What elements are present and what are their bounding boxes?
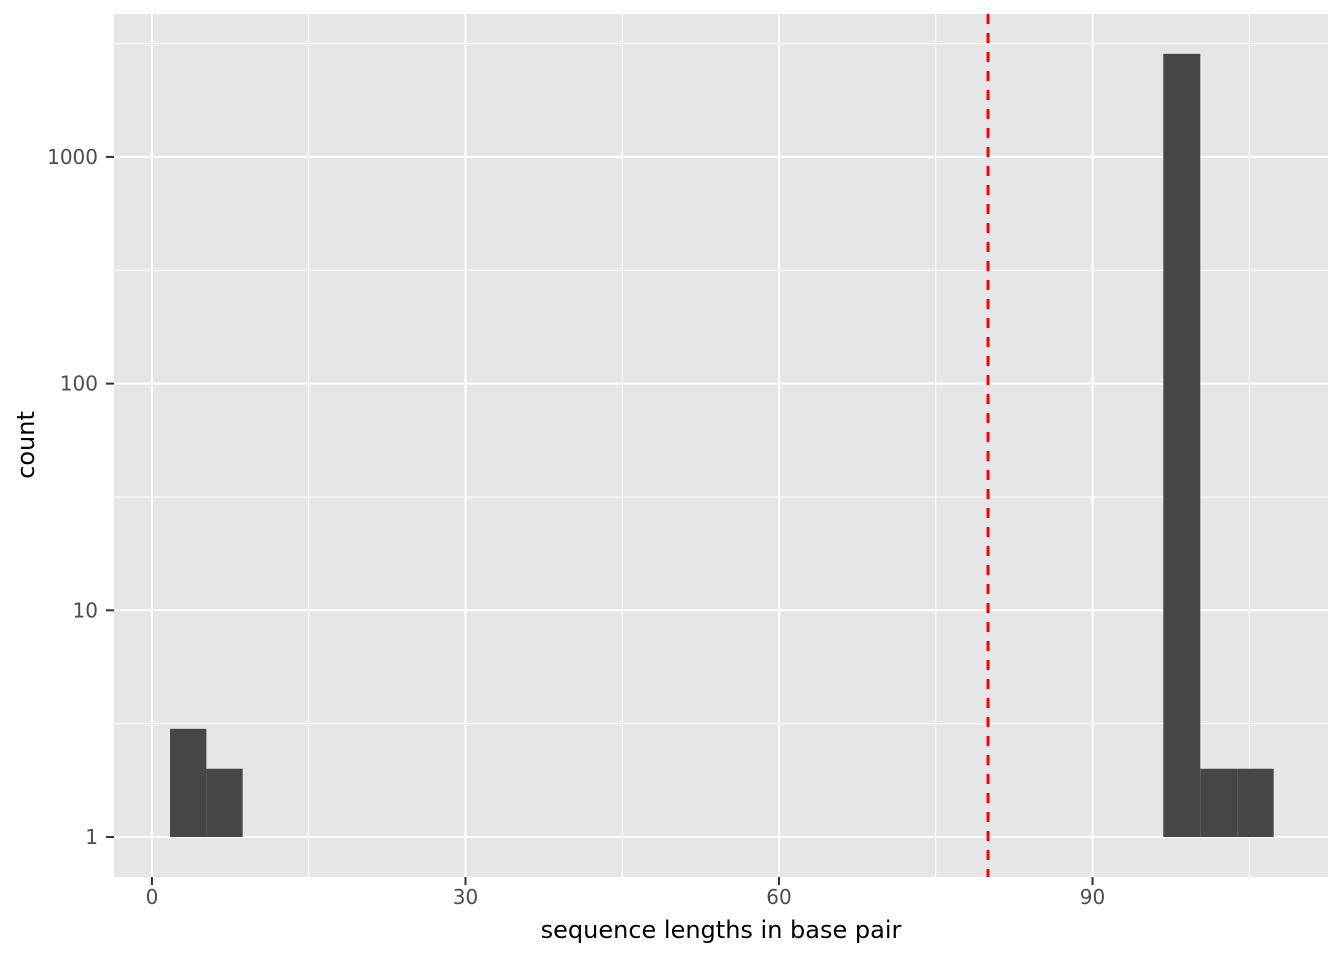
- histogram-bar: [170, 728, 207, 837]
- y-tick-label: 10: [73, 598, 98, 622]
- y-tick-label: 100: [60, 372, 98, 396]
- x-tick-label: 30: [453, 885, 478, 909]
- x-tick-label: 90: [1080, 885, 1105, 909]
- histogram-bar: [206, 768, 243, 837]
- histogram-bar: [1200, 768, 1238, 837]
- x-tick-label: 0: [146, 885, 159, 909]
- x-tick-label: 60: [766, 885, 791, 909]
- histogram-bar: [1237, 768, 1274, 837]
- y-tick-label: 1000: [47, 145, 98, 169]
- y-tick-label: 1: [85, 825, 98, 849]
- plot-panel: [114, 14, 1328, 877]
- x-axis-title: sequence lengths in base pair: [540, 916, 902, 944]
- y-axis-title: count: [12, 411, 40, 479]
- histogram-bar: [1163, 53, 1201, 837]
